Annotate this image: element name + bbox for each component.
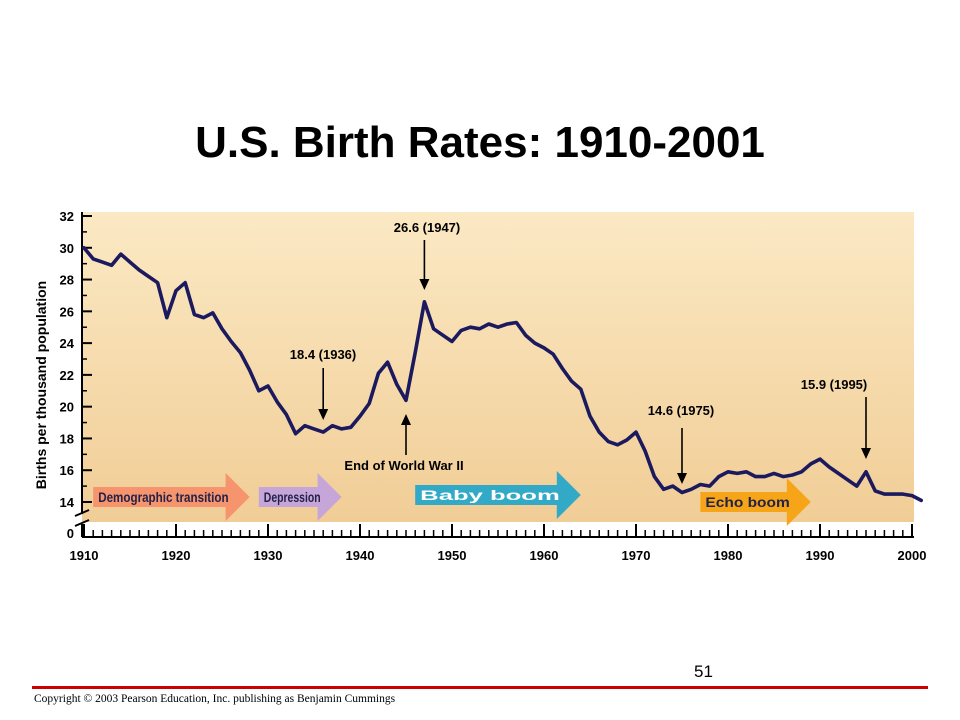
- period-arrow-2: [415, 471, 581, 519]
- x-tick-label: 1990: [806, 548, 835, 563]
- period-label-1: Depression: [264, 489, 321, 505]
- annotation-arrowhead-0: [419, 279, 430, 290]
- y-tick-label: 32: [60, 209, 74, 224]
- y-tick-label: 0: [67, 526, 74, 541]
- y-tick-label: 26: [60, 304, 74, 319]
- y-tick-label: 20: [60, 400, 74, 415]
- annotation-arrowhead-2: [401, 414, 411, 425]
- period-arrow-1: [258, 473, 342, 521]
- annotation-label-4: 15.9 (1995): [801, 377, 868, 392]
- page-number: 51: [694, 662, 713, 681]
- slide-title: U.S. Birth Rates: 1910-2001: [195, 118, 765, 167]
- period-label-2: Baby boom: [420, 487, 560, 503]
- y-tick-label: 24: [60, 336, 75, 351]
- annotation-arrowhead-3: [677, 473, 687, 484]
- period-label-0: Demographic transition: [98, 489, 228, 505]
- y-tick-label: 18: [60, 431, 74, 446]
- period-label-3: Echo boom: [705, 494, 789, 510]
- annotation-arrowhead-4: [861, 448, 871, 459]
- plot-background: [82, 212, 914, 522]
- annotation-label-1: 18.4 (1936): [290, 347, 357, 362]
- series-layer: [82, 246, 923, 503]
- y-tick-label: 22: [60, 368, 74, 383]
- period-arrows: Demographic transition Depression Baby boo…: [93, 471, 811, 526]
- x-tick-label: 2000: [898, 548, 927, 563]
- x-tick-label: 1960: [530, 548, 559, 563]
- y-axis-label: Births per thousand population: [33, 281, 49, 489]
- period-arrow-3: [700, 478, 811, 526]
- x-tick-label: 1980: [714, 548, 743, 563]
- y-tick-label: 16: [60, 463, 74, 478]
- y-tick-label: 14: [60, 495, 75, 510]
- footer-rule: [32, 686, 928, 689]
- x-tick-label: 1910: [70, 548, 99, 563]
- annotation-label-2: End of World War II: [344, 458, 463, 473]
- x-tick-label: 1970: [622, 548, 651, 563]
- x-tick-label: 1930: [254, 548, 283, 563]
- series-line-0: [82, 246, 923, 503]
- annotation-label-0: 26.6 (1947): [394, 220, 461, 235]
- annotation-arrowhead-1: [318, 409, 329, 420]
- copyright-notice: Copyright © 2003 Pearson Education, Inc.…: [34, 693, 396, 705]
- y-tick-label: 28: [60, 273, 74, 288]
- annotation-label-3: 14.6 (1975): [648, 403, 715, 418]
- x-tick-label: 1920: [162, 548, 191, 563]
- axis-break-mark-1: [74, 509, 90, 517]
- axes: 0 14 16 18 20 22 24 26 28 30 32 1910 1920 1930 1940 195…: [60, 209, 927, 563]
- period-arrow-0: [93, 473, 250, 521]
- axis-break-mark-2: [74, 519, 90, 527]
- x-tick-label: 1950: [438, 548, 467, 563]
- x-tick-label: 1940: [346, 548, 375, 563]
- y-tick-label: 30: [60, 241, 74, 256]
- annotations: 26.6 (1947) 18.4 (1936) End of World War I…: [290, 220, 871, 484]
